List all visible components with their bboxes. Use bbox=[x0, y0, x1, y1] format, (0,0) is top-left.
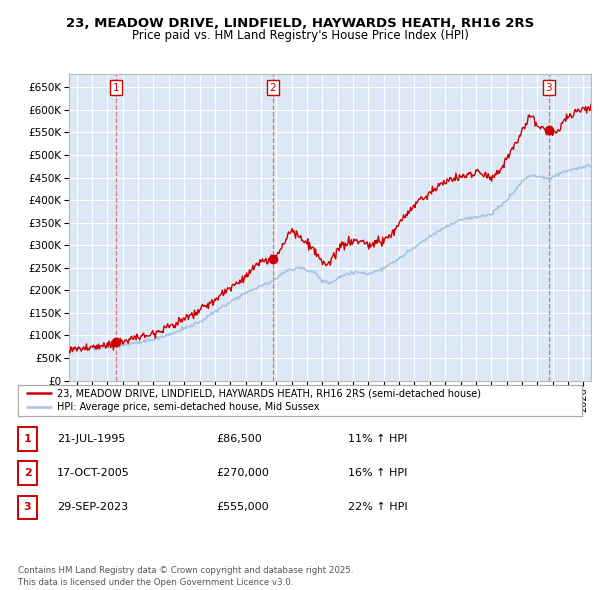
Text: 22% ↑ HPI: 22% ↑ HPI bbox=[348, 503, 407, 512]
Text: 3: 3 bbox=[545, 83, 552, 93]
Text: Price paid vs. HM Land Registry's House Price Index (HPI): Price paid vs. HM Land Registry's House … bbox=[131, 30, 469, 42]
Text: 21-JUL-1995: 21-JUL-1995 bbox=[57, 434, 125, 444]
Text: 2: 2 bbox=[270, 83, 277, 93]
Text: £86,500: £86,500 bbox=[216, 434, 262, 444]
Text: 16% ↑ HPI: 16% ↑ HPI bbox=[348, 468, 407, 478]
Text: 23, MEADOW DRIVE, LINDFIELD, HAYWARDS HEATH, RH16 2RS: 23, MEADOW DRIVE, LINDFIELD, HAYWARDS HE… bbox=[66, 17, 534, 30]
Text: 17-OCT-2005: 17-OCT-2005 bbox=[57, 468, 130, 478]
Text: 2: 2 bbox=[24, 468, 31, 478]
Text: 1: 1 bbox=[24, 434, 31, 444]
Text: 3: 3 bbox=[24, 503, 31, 512]
Text: £555,000: £555,000 bbox=[216, 503, 269, 512]
Text: 1: 1 bbox=[112, 83, 119, 93]
Text: 29-SEP-2023: 29-SEP-2023 bbox=[57, 503, 128, 512]
Text: 23, MEADOW DRIVE, LINDFIELD, HAYWARDS HEATH, RH16 2RS (semi-detached house): 23, MEADOW DRIVE, LINDFIELD, HAYWARDS HE… bbox=[58, 388, 481, 398]
Text: Contains HM Land Registry data © Crown copyright and database right 2025.
This d: Contains HM Land Registry data © Crown c… bbox=[18, 566, 353, 587]
Text: HPI: Average price, semi-detached house, Mid Sussex: HPI: Average price, semi-detached house,… bbox=[58, 402, 320, 412]
Text: 11% ↑ HPI: 11% ↑ HPI bbox=[348, 434, 407, 444]
Text: £270,000: £270,000 bbox=[216, 468, 269, 478]
